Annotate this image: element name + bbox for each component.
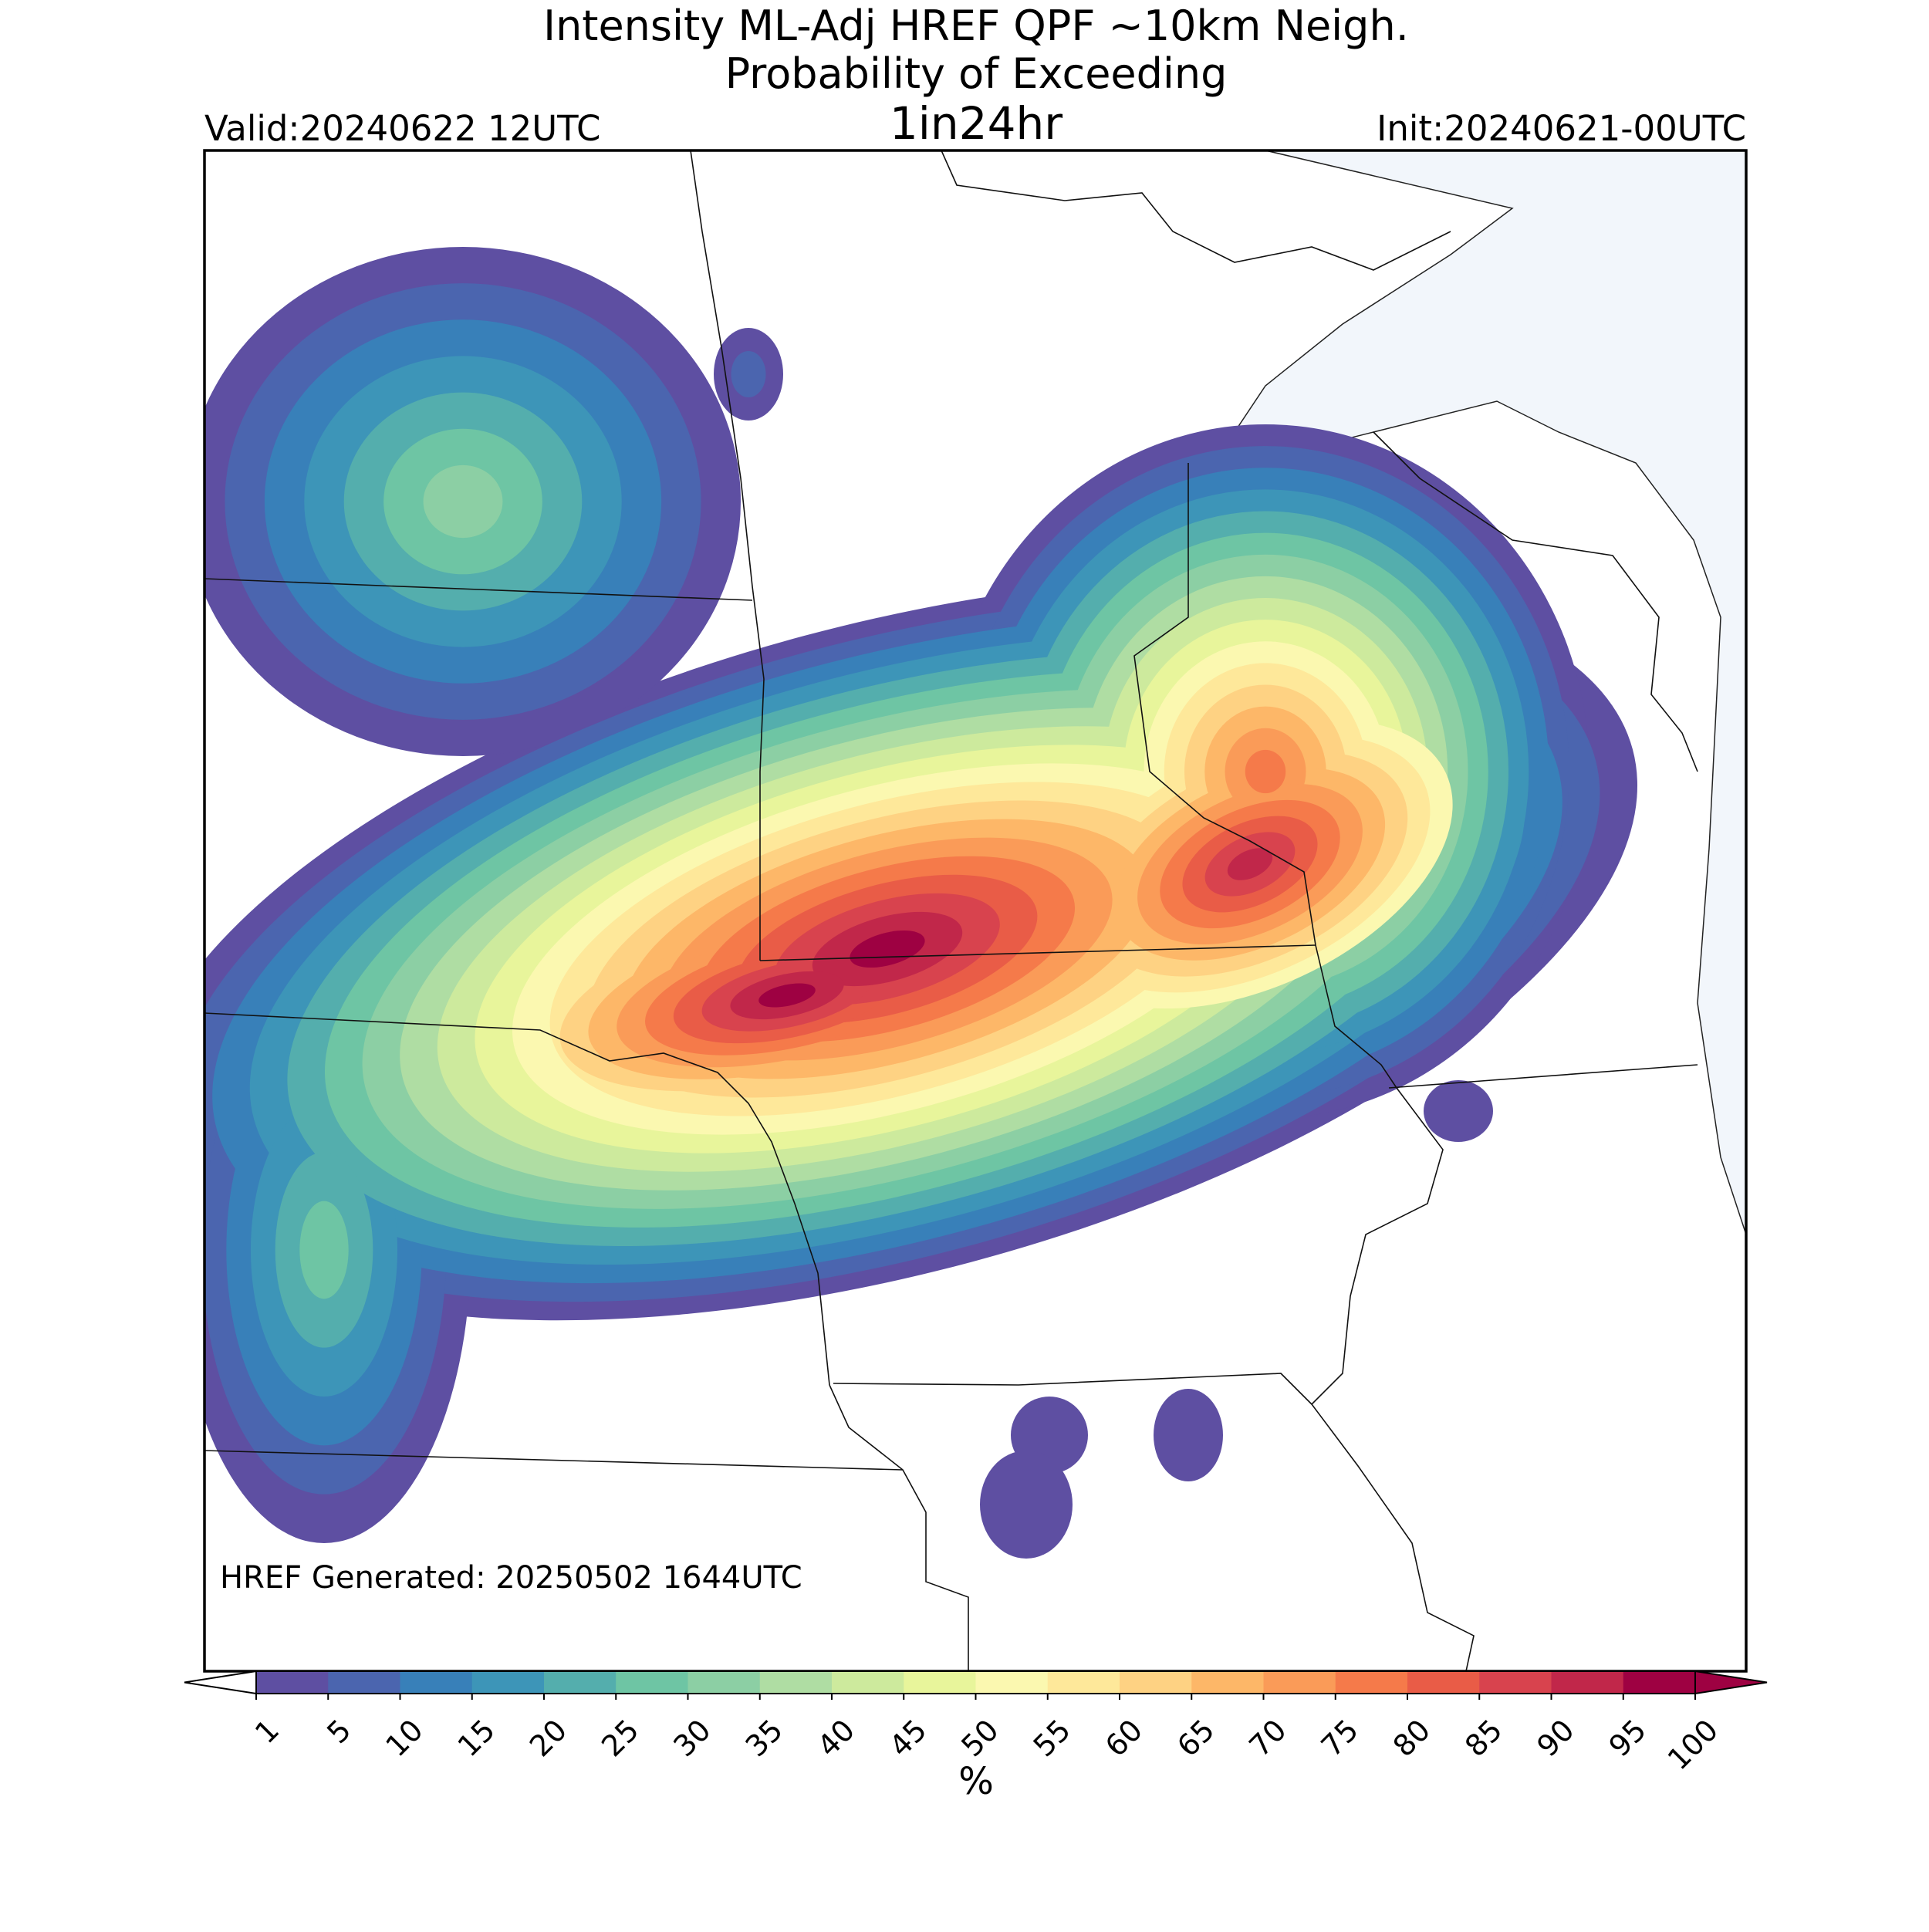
colorbar-segment: [1551, 1671, 1624, 1694]
probability-contour: [1245, 749, 1286, 794]
colorbar-tick-label: 35: [739, 1713, 789, 1763]
probability-contour: [299, 1201, 349, 1299]
probability-contour: [1154, 1389, 1223, 1481]
colorbar-tick-label: 60: [1099, 1713, 1149, 1763]
colorbar-tick-label: 40: [811, 1713, 861, 1763]
title-line-1: Intensity ML-Adj HREF QPF ~10km Neigh.: [543, 2, 1409, 50]
init-time: Init:20240621-00UTC: [1377, 108, 1746, 149]
probability-contour: [1227, 848, 1273, 880]
probability-contour: [850, 930, 925, 968]
colorbar-segment: [400, 1671, 473, 1694]
colorbar-tick-label: 75: [1315, 1713, 1365, 1763]
colorbar-segment: [687, 1671, 761, 1694]
colorbar-tick-label: 20: [523, 1713, 573, 1763]
colorbar-segment: [256, 1671, 329, 1694]
colorbar-tick-label: 85: [1458, 1713, 1508, 1763]
colorbar-segment: [328, 1671, 400, 1694]
probability-contour: [758, 983, 816, 1008]
colorbar-tick-label: 70: [1242, 1713, 1292, 1763]
colorbar-tick-label: 95: [1603, 1713, 1653, 1763]
colorbar-segment: [1263, 1671, 1336, 1694]
probability-field: [204, 247, 1638, 1559]
colorbar-segment: [832, 1671, 904, 1694]
generated-note: HREF Generated: 20250502 1644UTC: [220, 1560, 802, 1596]
lake: [1202, 150, 1746, 1235]
colorbar-segment: [544, 1671, 617, 1694]
probability-contour: [731, 351, 766, 397]
colorbar-tick-label: 45: [883, 1713, 933, 1763]
boundaries: [204, 150, 1698, 1671]
colorbar-segment: [759, 1671, 833, 1694]
colorbar-segment: [616, 1671, 688, 1694]
probability-contour: [980, 1451, 1073, 1559]
colorbar-tick-label: 65: [1171, 1713, 1221, 1763]
colorbar-tick-label: 80: [1387, 1713, 1437, 1763]
colorbar-segment: [1191, 1671, 1264, 1694]
colorbar-segment: [1479, 1671, 1552, 1694]
colorbar-tick-label: 1: [248, 1713, 285, 1750]
valid-time: Valid:20240622 12UTC: [204, 108, 600, 149]
map: [204, 150, 1746, 1671]
colorbar-segment: [1407, 1671, 1480, 1694]
colorbar-label: %: [958, 1760, 994, 1803]
colorbar-segment: [1047, 1671, 1120, 1694]
colorbar-over: [1694, 1670, 1768, 1695]
colorbar-segment: [1335, 1671, 1408, 1694]
colorbar-tick-label: 55: [1027, 1713, 1077, 1763]
colorbar-tick-label: 10: [379, 1713, 429, 1763]
colorbar-tick-label: 30: [667, 1713, 717, 1763]
subtitle: 1in24hr: [890, 97, 1062, 150]
colorbar-segment: [1120, 1671, 1192, 1694]
colorbar-segment: [904, 1671, 976, 1694]
colorbar-tick-label: 25: [595, 1713, 645, 1763]
colorbar-segment: [975, 1671, 1049, 1694]
colorbar-tick-label: 90: [1530, 1713, 1580, 1763]
colorbar-segment: [1623, 1671, 1696, 1694]
probability-contour: [423, 464, 503, 539]
probability-contour: [1424, 1080, 1493, 1142]
title-line-2: Probability of Exceeding: [725, 49, 1228, 98]
colorbar-tick-label: 15: [451, 1713, 502, 1763]
colorbar-under: [184, 1670, 257, 1695]
colorbar-segment: [471, 1671, 545, 1694]
colorbar-tick-label: 50: [954, 1713, 1005, 1763]
colorbar-tick-label: 100: [1661, 1713, 1725, 1776]
colorbar-tick-label: 5: [320, 1713, 357, 1750]
